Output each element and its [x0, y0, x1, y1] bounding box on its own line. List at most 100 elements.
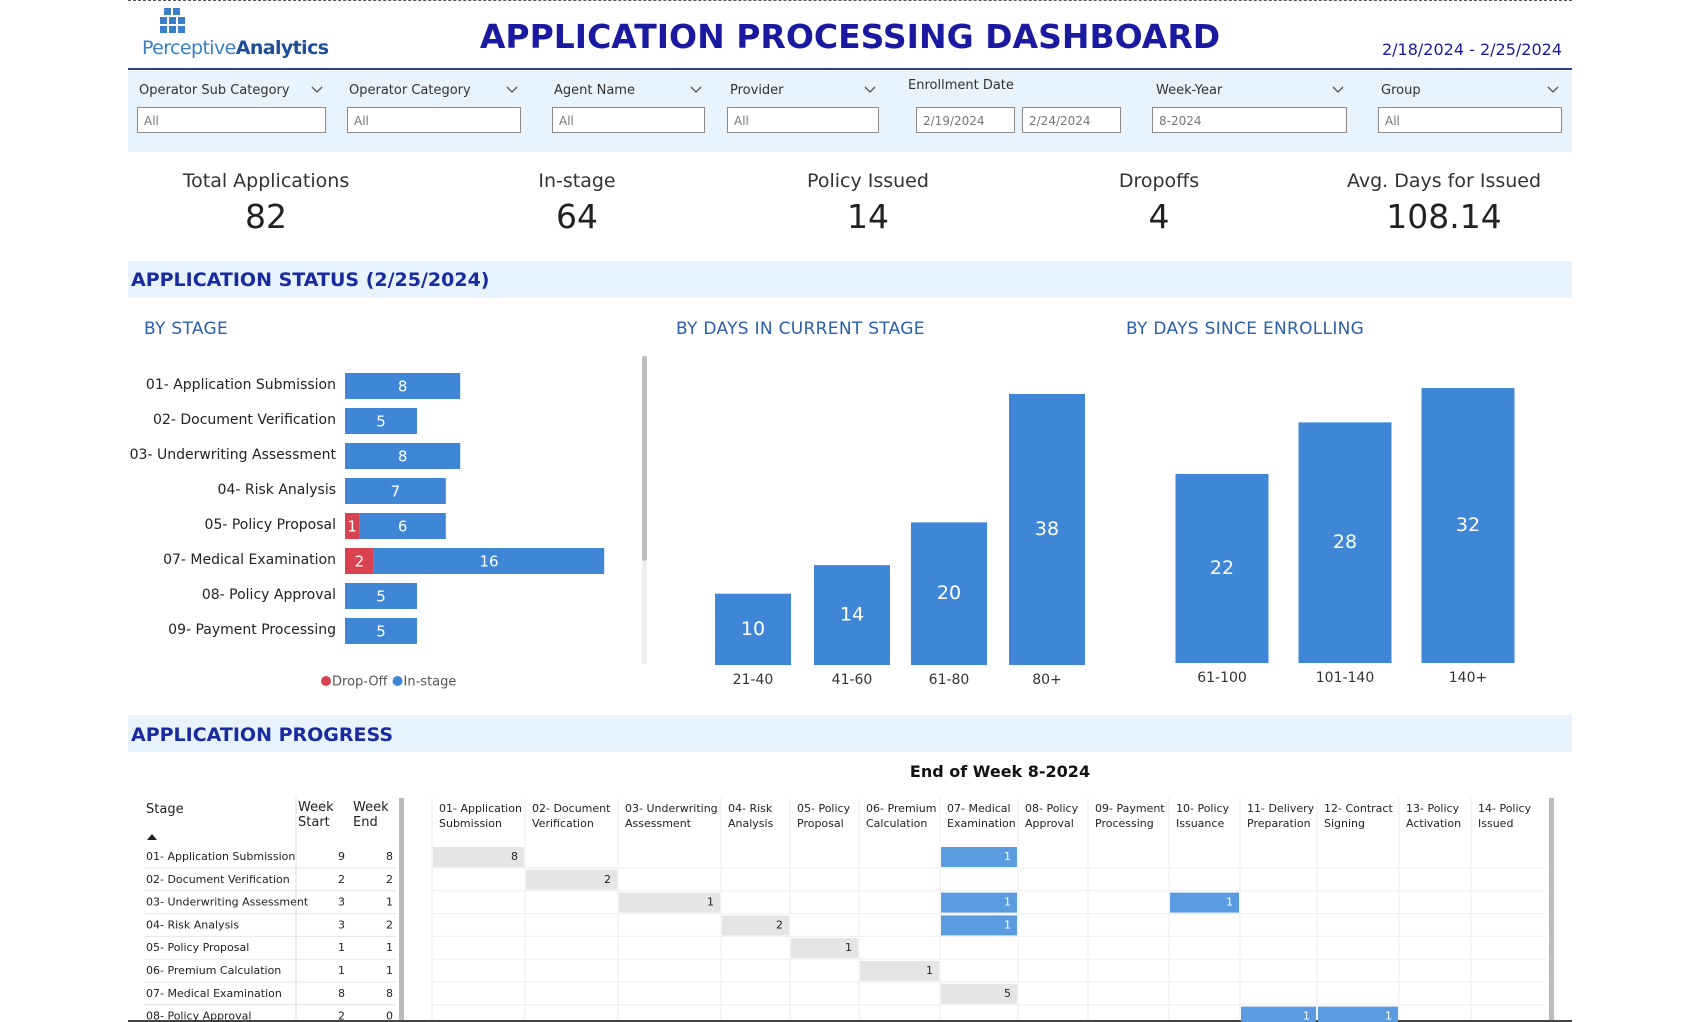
filter-box[interactable]: All: [137, 107, 326, 133]
table-cell: 05- Policy Proposal: [146, 941, 249, 954]
stage-label: 03- Underwriting Assessment: [129, 447, 336, 463]
bar-label: 5: [376, 588, 386, 606]
matrix-cell-value: 2: [604, 873, 611, 886]
matrix-cell-bar: [941, 847, 1017, 867]
table-cell: 2: [386, 873, 393, 886]
table-cell: 8: [386, 850, 393, 863]
table-cell: 3: [338, 918, 345, 931]
x-tick-label: 101-140: [1316, 670, 1375, 686]
matrix-cell-value: 1: [1303, 1010, 1310, 1022]
filter-box[interactable]: All: [727, 107, 879, 133]
stage-bar: [345, 583, 417, 609]
table-header: Week Start: [298, 800, 334, 830]
matrix-cell-bar: [1170, 892, 1239, 913]
filter-box[interactable]: All: [552, 107, 705, 133]
stage-bar: [345, 478, 446, 504]
bar-label: 5: [376, 413, 386, 431]
matrix-cell-bar: [1241, 1006, 1316, 1022]
filter-chevron: [311, 86, 323, 93]
table-cell: 04- Risk Analysis: [146, 918, 239, 931]
matrix-header: 03- Underwriting Assessment: [625, 802, 718, 830]
matrix-header: 08- Policy Approval: [1025, 802, 1079, 830]
matrix-cell-bar: [941, 983, 1017, 1004]
table-cell: 8: [338, 987, 345, 1000]
x-tick-label: 41-60: [832, 672, 873, 688]
bar-label: 6: [398, 518, 408, 536]
sort-arrow[interactable]: [146, 833, 158, 841]
table-scrollbar[interactable]: [399, 798, 404, 1020]
legend-label: In-stage: [404, 675, 457, 690]
legend-marker: [392, 676, 403, 686]
filter-box[interactable]: All: [1378, 107, 1562, 133]
matrix-header: 06- Premium Calculation: [866, 802, 937, 830]
matrix-cell-value: 1: [1004, 850, 1011, 863]
chart-subtitle: BY DAYS IN CURRENT STAGE: [676, 319, 925, 339]
bar-label: 32: [1456, 514, 1480, 536]
bottom-border: [128, 1020, 1572, 1022]
logo-text: PerceptiveAnalytics: [142, 37, 329, 59]
filter-label: Group: [1381, 83, 1421, 98]
matrix-cell-bar: [860, 961, 939, 981]
matrix-cell-value: 1: [845, 941, 852, 954]
matrix-cell-value: 1: [1385, 1010, 1392, 1022]
x-tick-label: 61-100: [1197, 670, 1247, 686]
table-cell: 1: [338, 964, 345, 977]
matrix-header: 12- Contract Signing: [1324, 802, 1393, 830]
table-cell: 9: [338, 850, 345, 863]
matrix-header: 07- Medical Examination: [947, 802, 1016, 830]
matrix-header: 10- Policy Issuance: [1176, 802, 1230, 830]
dashboard-title: APPLICATION PROCESSING DASHBOARD: [479, 17, 1221, 56]
stage-bar: [345, 513, 360, 539]
filter-box[interactable]: All: [347, 107, 521, 133]
filter-box[interactable]: 2/19/2024: [916, 107, 1015, 133]
matrix-header: 11- Delivery Preparation: [1247, 802, 1315, 830]
table-cell: 1: [386, 896, 393, 909]
table-cell: 07- Medical Examination: [146, 987, 282, 1000]
table-cell: 3: [338, 896, 345, 909]
x-tick-label: 140+: [1449, 670, 1487, 686]
table-cell: 03- Underwriting Assessment: [146, 896, 309, 909]
progress-band: [128, 715, 1572, 752]
stage-label: 09- Payment Processing: [168, 622, 336, 638]
bar-label: 5: [376, 623, 386, 641]
stage-label: 04- Risk Analysis: [217, 482, 336, 498]
stage-bar: [345, 408, 417, 434]
matrix-cell-value: 1: [707, 896, 714, 909]
filter-chevron: [864, 86, 876, 93]
bar-label: 16: [479, 553, 498, 571]
table-header: Week End: [353, 800, 389, 830]
kpi-value: 4: [1148, 197, 1170, 236]
stage-label: 05- Policy Proposal: [204, 517, 336, 533]
filter-chevron: [1547, 86, 1559, 93]
stage-bar: [373, 548, 605, 574]
x-tick-label: 61-80: [929, 672, 970, 688]
kpi-label: Total Applications: [182, 170, 350, 192]
matrix-scrollbar[interactable]: [1549, 798, 1554, 1020]
filter-box[interactable]: 8-2024: [1152, 107, 1347, 133]
table-header: Stage: [146, 802, 184, 817]
filter-label: Operator Sub Category: [139, 83, 290, 98]
kpi-label: Policy Issued: [807, 170, 929, 192]
matrix-cell-bar: [722, 915, 789, 936]
bar-label: 10: [741, 618, 765, 640]
scroll-thumb[interactable]: [642, 356, 647, 561]
status-title: APPLICATION STATUS (2/25/2024): [131, 269, 490, 291]
stage-bar: [345, 373, 461, 399]
stage-bar: [345, 548, 374, 574]
column-bar: [911, 522, 987, 665]
table-cell: 0: [386, 1010, 393, 1022]
top-border: [128, 0, 1572, 1]
filter-label: Week-Year: [1156, 83, 1223, 98]
filter-label: Enrollment Date: [908, 78, 1014, 93]
table-cell: 2: [386, 918, 393, 931]
stage-bar: [359, 513, 446, 539]
bar-label: 20: [937, 582, 961, 604]
column-bar: [814, 565, 890, 665]
stage-label: 08- Policy Approval: [201, 587, 336, 603]
matrix-cell-bar: [619, 892, 720, 913]
kpi-label: Dropoffs: [1118, 170, 1200, 192]
filter-box[interactable]: 2/24/2024: [1022, 107, 1121, 133]
kpi-value: 108.14: [1386, 197, 1502, 236]
